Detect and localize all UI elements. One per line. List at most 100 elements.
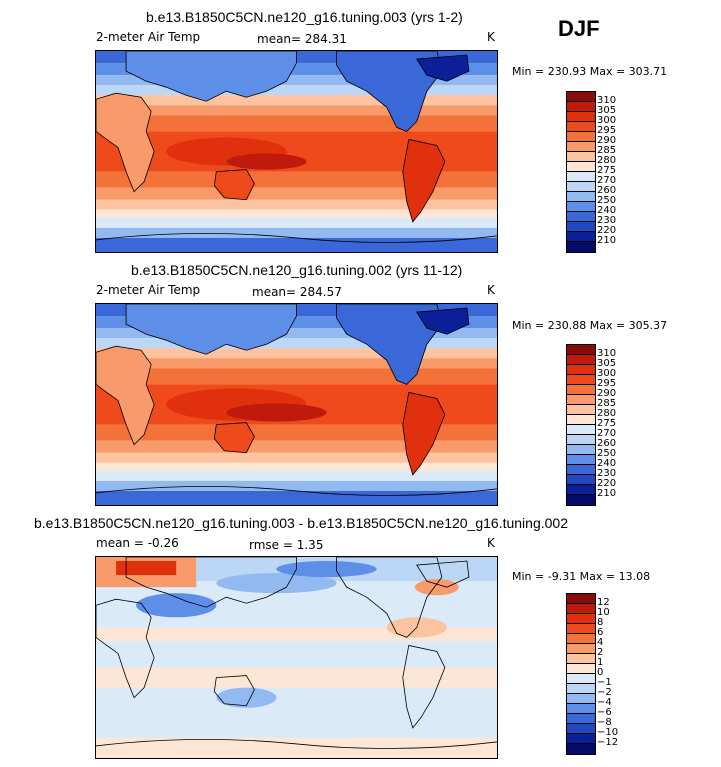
panel-1-colorbar: [566, 91, 596, 253]
panel-2-colorbar-tick-label: 295: [597, 378, 617, 389]
panel-3-colorbar-bin: [567, 654, 595, 664]
panel-3-colorbar-tick-label: 10: [597, 607, 610, 618]
panel-3-colorbar-tick-label: −12: [597, 737, 619, 748]
panel-1-colorbar-tick-label: 220: [597, 225, 617, 236]
panel-3-rmse: rmse = 1.35: [249, 538, 324, 552]
panel-3-minmax: Min = -9.31 Max = 13.08: [512, 570, 651, 583]
panel-1-colorbar-tick-label: 300: [597, 115, 617, 126]
panel-1-variable-label: 2-meter Air Temp: [96, 30, 201, 44]
panel-3-colorbar-bin: [567, 664, 595, 674]
panel-1-colorbar-tick-label: 290: [597, 135, 617, 146]
panel-2-mean: mean= 284.57: [252, 285, 342, 299]
panel-3-colorbar-tick-label: −2: [597, 687, 612, 698]
panel-3-mean: mean = -0.26: [96, 536, 179, 550]
panel-3-colorbar-bin: [567, 594, 595, 604]
panel-3-colorbar-tick-label: 6: [597, 627, 604, 638]
panel-3-unit: K: [487, 536, 495, 550]
panel-1-colorbar-bin: [567, 112, 595, 122]
panel-1-colorbar-bin: [567, 102, 595, 112]
panel-1-colorbar-tick-label: 250: [597, 195, 617, 206]
panel-3-colorbar-bin: [567, 694, 595, 704]
panel-1-colorbar-bin: [567, 212, 595, 222]
panel-3-colorbar-tick-label: 4: [597, 637, 604, 648]
panel-3-colorbar-tick-label: 8: [597, 617, 604, 628]
panel-1-colorbar-bin: [567, 232, 595, 242]
panel-2-variable-label: 2-meter Air Temp: [96, 283, 201, 297]
panel-1-title: b.e13.B1850C5CN.ne120_g16.tuning.003 (yr…: [146, 9, 463, 25]
panel-1-colorbar-tick-label: 305: [597, 105, 617, 116]
panel-1-colorbar-bin: [567, 152, 595, 162]
panel-2-colorbar-tick-label: 280: [597, 408, 617, 419]
panel-2-colorbar-tick-label: 240: [597, 458, 617, 469]
panel-2-colorbar-tick-label: 220: [597, 478, 617, 489]
panel-2-colorbar-bin: [567, 475, 595, 485]
panel-2-colorbar-bin: [567, 405, 595, 415]
panel-2-title: b.e13.B1850C5CN.ne120_g16.tuning.002 (yr…: [131, 262, 463, 278]
panel-2-colorbar-tick-label: 260: [597, 438, 617, 449]
panel-3-colorbar-bin: [567, 724, 595, 734]
panel-1-colorbar-tick-label: 285: [597, 145, 617, 156]
panel-1-colorbar-tick-label: 295: [597, 125, 617, 136]
panel-2-colorbar-tick-label: 210: [597, 488, 617, 499]
panel-2-colorbar-bin: [567, 445, 595, 455]
panel-1-colorbar-tick-label: 280: [597, 155, 617, 166]
panel-2-colorbar-bin: [567, 435, 595, 445]
panel-1-colorbar-bin: [567, 172, 595, 182]
panel-2-colorbar-tick-label: 305: [597, 358, 617, 369]
panel-2-colorbar-bin: [567, 375, 595, 385]
panel-2-colorbar-tick-label: 310: [597, 348, 617, 359]
panel-2-colorbar-tick-label: 285: [597, 398, 617, 409]
panel-1-colorbar-tick-label: 310: [597, 95, 617, 106]
panel-1-minmax: Min = 230.93 Max = 303.71: [512, 65, 668, 78]
panel-2-minmax: Min = 230.88 Max = 305.37: [512, 319, 668, 332]
panel-3-colorbar-bin: [567, 734, 595, 744]
panel-3-colorbar-bin: [567, 684, 595, 694]
panel-1-colorbar-bin: [567, 242, 595, 252]
panel-1-colorbar-bin: [567, 202, 595, 212]
panel-1-mean: mean= 284.31: [257, 32, 347, 46]
panel-2-colorbar-tick-label: 290: [597, 388, 617, 399]
panel-1-unit: K: [487, 30, 495, 44]
panel-3-map: [95, 556, 498, 759]
panel-1-colorbar-bin: [567, 132, 595, 142]
panel-3-colorbar-tick-label: 12: [597, 597, 610, 608]
panel-3-colorbar-tick-label: 0: [597, 667, 604, 678]
panel-1-colorbar-tick-label: 240: [597, 205, 617, 216]
panel-1-colorbar-bin: [567, 162, 595, 172]
panel-2-map-field: [96, 304, 497, 505]
panel-2-colorbar-bin: [567, 355, 595, 365]
panel-2-colorbar-bin: [567, 465, 595, 475]
panel-3-colorbar-bin: [567, 614, 595, 624]
panel-3-colorbar-tick-label: −8: [597, 717, 612, 728]
panel-3-colorbar-tick-label: −10: [597, 727, 619, 738]
panel-3-colorbar-bin: [567, 744, 595, 754]
panel-3-colorbar-bin: [567, 704, 595, 714]
panel-1-colorbar-bin: [567, 192, 595, 202]
panel-3-colorbar-tick-label: −4: [597, 697, 612, 708]
panel-3-colorbar-tick-label: −1: [597, 677, 612, 688]
panel-2-unit: K: [487, 283, 495, 297]
panel-1-map: [95, 50, 498, 253]
panel-3-colorbar-tick-label: −6: [597, 707, 612, 718]
panel-2-colorbar-bin: [567, 495, 595, 505]
panel-2-colorbar-bin: [567, 395, 595, 405]
panel-2-colorbar-bin: [567, 385, 595, 395]
panel-3-colorbar-bin: [567, 714, 595, 724]
panel-3-colorbar: [566, 593, 596, 755]
panel-2-colorbar: [566, 344, 596, 506]
panel-2-colorbar-bin: [567, 425, 595, 435]
panel-1-colorbar-tick-label: 275: [597, 165, 617, 176]
panel-2-colorbar-bin: [567, 485, 595, 495]
panel-3-colorbar-bin: [567, 604, 595, 614]
panel-2-map: [95, 303, 498, 506]
panel-1-map-field: [96, 51, 497, 252]
panel-3-colorbar-bin: [567, 674, 595, 684]
panel-2-colorbar-bin: [567, 455, 595, 465]
panel-3-colorbar-bin: [567, 624, 595, 634]
panel-3-colorbar-tick-label: 1: [597, 657, 604, 668]
panel-2-colorbar-bin: [567, 365, 595, 375]
panel-3-title: b.e13.B1850C5CN.ne120_g16.tuning.003 - b…: [34, 515, 568, 531]
panel-2-colorbar-tick-label: 300: [597, 368, 617, 379]
panel-1-colorbar-tick-label: 230: [597, 215, 617, 226]
panel-3-map-field: [96, 557, 497, 758]
